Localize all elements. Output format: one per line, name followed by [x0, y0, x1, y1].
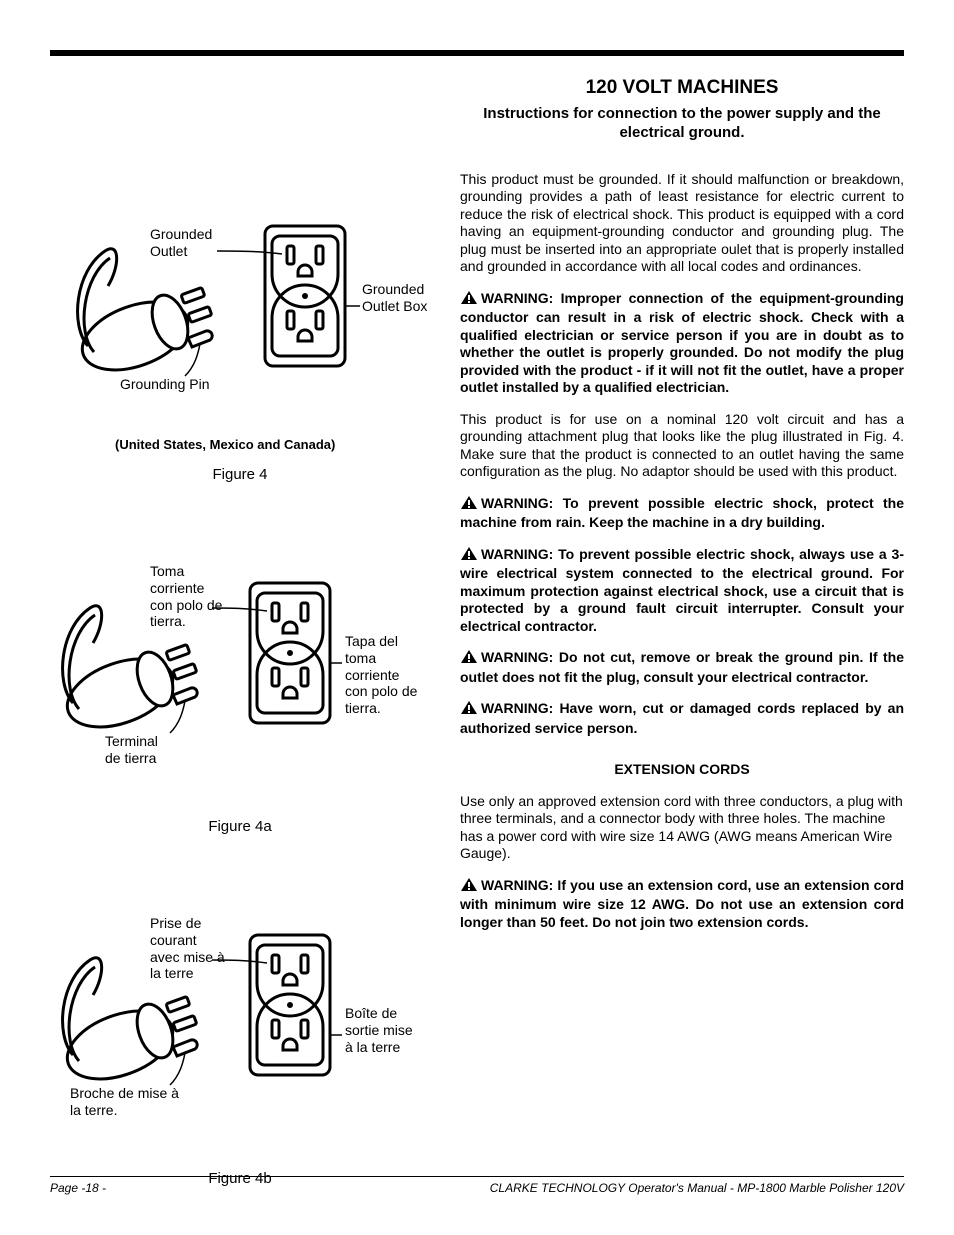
warning-5-text: WARNING: Have worn, cut or damaged cords…	[460, 700, 904, 736]
text-column: 120 VOLT MACHINES Instructions for conne…	[460, 76, 904, 1187]
warning-1: WARNING: Improper connection of the equi…	[460, 290, 904, 397]
fig4a-label-box: Tapa del toma corriente con polo de tier…	[345, 633, 420, 717]
fig4-note: (United States, Mexico and Canada)	[115, 437, 430, 452]
warning-6: WARNING: If you use an extension cord, u…	[460, 877, 904, 932]
fig4-label-outlet: Grounded Outlet	[150, 226, 230, 260]
warning-icon	[460, 877, 478, 897]
paragraph-1: This product must be grounded. If it sho…	[460, 171, 904, 276]
paragraph-2: This product is for use on a nominal 120…	[460, 411, 904, 481]
fig4b-label-box: Boîte de sortie mise à la terre	[345, 1005, 415, 1055]
warning-2: WARNING: To prevent possible electric sh…	[460, 495, 904, 532]
fig4b-label-outlet: Prise de courant avec mise à la terre	[150, 915, 230, 982]
warning-icon	[460, 649, 478, 669]
figure-4a: Toma corriente con polo de tierra. Tapa …	[50, 553, 430, 835]
figure-4b: Prise de courant avec mise à la terre Bo…	[50, 905, 430, 1187]
paragraph-3: Use only an approved extension cord with…	[460, 793, 904, 863]
fig4a-label-outlet: Toma corriente con polo de tierra.	[150, 563, 230, 630]
warning-3: WARNING: To prevent possible electric sh…	[460, 546, 904, 636]
warning-2-text: WARNING: To prevent possible electric sh…	[460, 495, 904, 531]
fig4b-label-pin: Broche de mise à la terre.	[70, 1085, 190, 1119]
fig4-label-box: Grounded Outlet Box	[362, 281, 442, 315]
page-subtitle: Instructions for connection to the power…	[460, 104, 904, 143]
warning-6-text: WARNING: If you use an extension cord, u…	[460, 877, 904, 930]
warning-4-text: WARNING: Do not cut, remove or break the…	[460, 649, 904, 685]
warning-icon	[460, 700, 478, 720]
footer-manual-title: CLARKE TECHNOLOGY Operator's Manual - MP…	[490, 1181, 904, 1195]
header-rule	[50, 50, 904, 56]
main-content: Grounded Outlet Grounded Outlet Box Grou…	[50, 76, 904, 1187]
page-title: 120 VOLT MACHINES	[460, 76, 904, 100]
warning-1-text: WARNING: Improper connection of the equi…	[460, 290, 904, 396]
figure-4: Grounded Outlet Grounded Outlet Box Grou…	[50, 196, 430, 483]
extension-cords-heading: EXTENSION CORDS	[460, 761, 904, 779]
warning-5: WARNING: Have worn, cut or damaged cords…	[460, 700, 904, 737]
warning-icon	[460, 495, 478, 515]
fig4a-label-pin: Terminal de tierra	[105, 733, 175, 767]
page-footer: Page -18 - CLARKE TECHNOLOGY Operator's …	[50, 1176, 904, 1195]
warning-4: WARNING: Do not cut, remove or break the…	[460, 649, 904, 686]
fig4a-caption: Figure 4a	[50, 818, 430, 835]
warning-icon	[460, 290, 478, 310]
fig4-caption: Figure 4	[50, 466, 430, 483]
footer-page-number: Page -18 -	[50, 1181, 106, 1195]
fig4-label-pin: Grounding Pin	[120, 376, 210, 393]
warning-icon	[460, 546, 478, 566]
figures-column: Grounded Outlet Grounded Outlet Box Grou…	[50, 76, 430, 1187]
warning-3-text: WARNING: To prevent possible electric sh…	[460, 546, 904, 634]
